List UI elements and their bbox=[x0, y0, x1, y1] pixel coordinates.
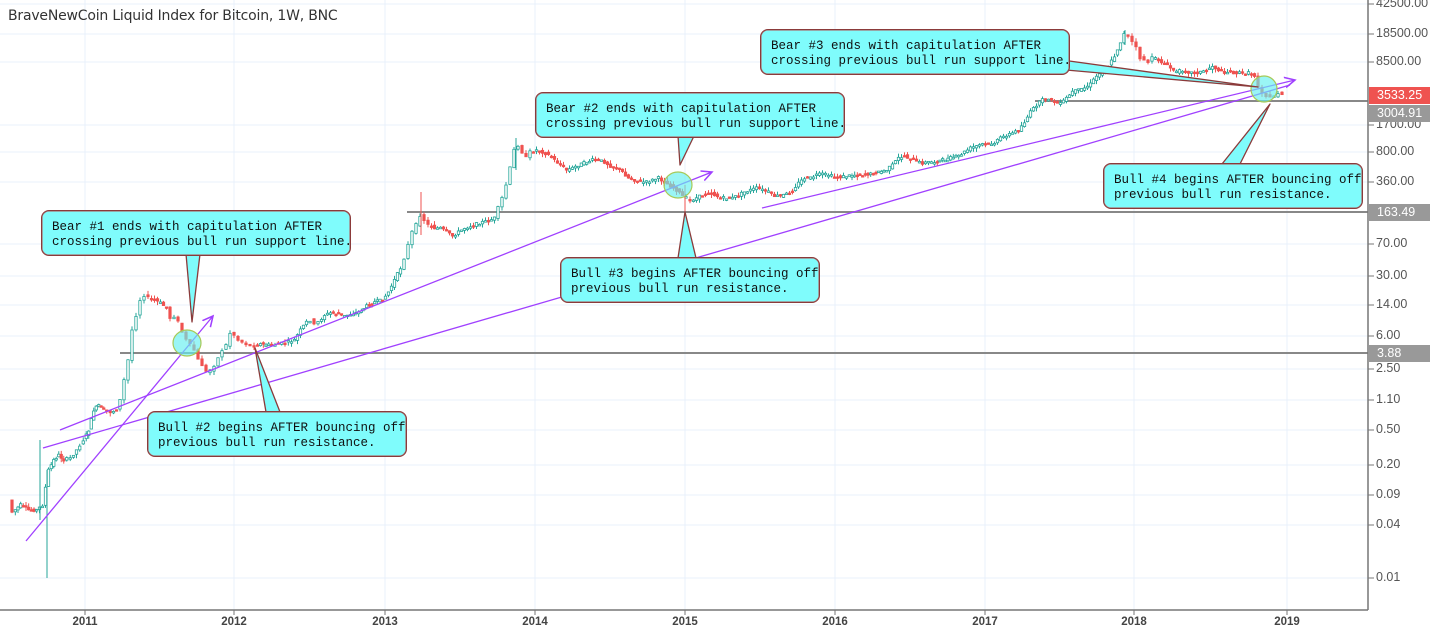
grid-lines bbox=[0, 0, 1368, 610]
y-tick-label: 0.04 bbox=[1376, 517, 1401, 531]
x-tick-label: 2014 bbox=[522, 616, 548, 628]
y-tick-label: 6.00 bbox=[1376, 328, 1401, 342]
trendline[interactable] bbox=[59, 172, 712, 431]
x-tick-label: 2018 bbox=[1121, 616, 1147, 628]
y-tick-label: 8500.00 bbox=[1376, 54, 1422, 68]
x-tick-label: 2012 bbox=[221, 616, 247, 628]
x-tick-label: 2016 bbox=[822, 616, 848, 628]
highlight-circles bbox=[172, 75, 1278, 357]
callout-bull-4: Bull #4 begins AFTER bouncing off previo… bbox=[1103, 163, 1363, 209]
y-tick-label: 1.10 bbox=[1376, 392, 1401, 406]
y-tick-label: 18500.00 bbox=[1376, 26, 1429, 40]
x-tick-label: 2013 bbox=[372, 616, 398, 628]
y-tick-label: 0.20 bbox=[1376, 457, 1401, 471]
trendlines[interactable] bbox=[25, 80, 1295, 542]
callout-bear-3: Bear #3 ends with capitulation AFTER cro… bbox=[760, 29, 1071, 75]
callout-bull-3: Bull #3 begins AFTER bouncing off previo… bbox=[560, 257, 820, 303]
y-tick-label: 360.00 bbox=[1376, 174, 1415, 188]
x-axis-ticks bbox=[84, 610, 1288, 615]
x-tick-label: 2015 bbox=[672, 616, 698, 628]
horizontal-levels[interactable] bbox=[120, 100, 1368, 354]
candlestick-series bbox=[10, 30, 1284, 578]
y-tick-label: 800.00 bbox=[1376, 144, 1415, 158]
y-axis-ticks bbox=[1368, 3, 1374, 579]
callout-bull-2: Bull #2 begins AFTER bouncing off previo… bbox=[147, 411, 407, 457]
level-badge: 3004.91 bbox=[1369, 105, 1430, 122]
y-tick-label: 0.01 bbox=[1376, 570, 1401, 584]
x-tick-label: 2017 bbox=[972, 616, 998, 628]
chart-title: BraveNewCoin Liquid Index for Bitcoin, 1… bbox=[8, 8, 338, 24]
x-tick-label: 2011 bbox=[72, 616, 98, 628]
level-badge: 163.49 bbox=[1369, 204, 1430, 221]
y-tick-label: 30.00 bbox=[1376, 268, 1408, 282]
trendline[interactable] bbox=[761, 80, 1295, 209]
y-tick-label: 0.09 bbox=[1376, 487, 1401, 501]
y-tick-label: 70.00 bbox=[1376, 236, 1408, 250]
y-tick-label: 2.50 bbox=[1376, 361, 1401, 375]
level-badge: 3.88 bbox=[1369, 345, 1430, 362]
last-price-badge: 3533.25 bbox=[1369, 87, 1430, 104]
callout-bear-1: Bear #1 ends with capitulation AFTER cro… bbox=[41, 210, 352, 256]
y-tick-label: 14.00 bbox=[1376, 297, 1408, 311]
y-tick-label: 0.50 bbox=[1376, 422, 1401, 436]
callout-bear-2: Bear #2 ends with capitulation AFTER cro… bbox=[535, 92, 846, 138]
x-tick-label: 2019 bbox=[1274, 616, 1300, 628]
y-tick-label: 42500.00 bbox=[1376, 0, 1429, 10]
